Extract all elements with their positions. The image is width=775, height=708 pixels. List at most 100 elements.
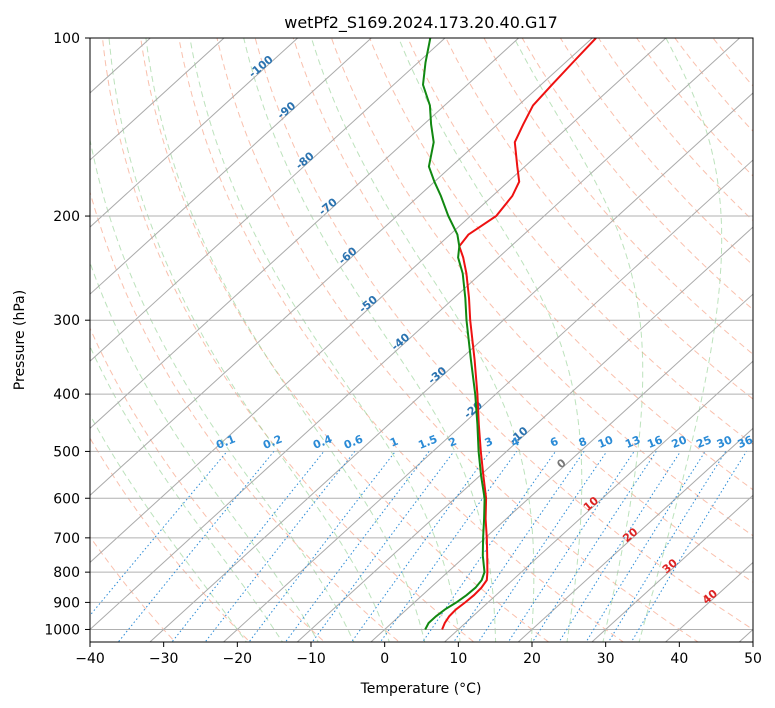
dry-adiabat xyxy=(90,190,400,642)
mixing-ratio-label: 10 xyxy=(596,433,615,451)
mixing-ratio-label: 25 xyxy=(694,433,713,451)
moist-adiabat xyxy=(398,38,583,642)
isotherm-label: -40 xyxy=(389,330,413,353)
mixing-ratio-label: 1 xyxy=(388,435,400,450)
profile-series xyxy=(421,38,597,630)
isotherm-label: 40 xyxy=(700,587,720,607)
x-tick-label: 0 xyxy=(380,651,389,667)
mixing-ratio-label: 6 xyxy=(548,435,560,450)
dry-adiabat xyxy=(597,38,753,222)
dry-adiabat xyxy=(216,38,699,642)
mixing-ratio-line xyxy=(531,451,657,642)
x-tick-label: −20 xyxy=(223,651,253,667)
x-axis: −40 −30 −20 −10 0 10 20 30 40 50 xyxy=(75,642,762,667)
moist-adiabat xyxy=(513,38,644,642)
dry-adiabat xyxy=(90,437,251,642)
plot-frame xyxy=(89,37,754,643)
y-tick-label: 400 xyxy=(53,387,80,403)
moist-adiabat xyxy=(90,137,355,642)
x-tick-label: −10 xyxy=(296,651,326,667)
mixing-ratio-line xyxy=(90,451,228,617)
y-tick-label: 100 xyxy=(53,31,80,47)
isotherm-line xyxy=(90,38,299,228)
isotherm-line xyxy=(738,628,753,642)
mixing-ratio-line xyxy=(477,451,608,642)
moist-adiabat xyxy=(90,345,284,642)
mixing-ratio-line xyxy=(204,451,356,642)
isotherm-line xyxy=(517,427,753,642)
mixing-ratio-line xyxy=(507,451,635,642)
isotherm-line xyxy=(90,38,373,295)
mixing-ratio-label: 3 xyxy=(483,435,495,450)
y-tick-label: 500 xyxy=(53,444,80,460)
x-tick-label: 50 xyxy=(744,651,762,667)
x-tick-label: 10 xyxy=(449,651,467,667)
isotherm-label: -30 xyxy=(426,364,450,387)
mixing-ratio-label: 0.2 xyxy=(261,432,284,451)
mixing-ratio-label: 2 xyxy=(447,435,459,450)
x-tick-label: −30 xyxy=(149,651,179,667)
isotherm-line xyxy=(90,38,667,564)
dry-adiabat xyxy=(330,38,753,537)
mixing-ratio-label: 8 xyxy=(577,435,589,450)
mixing-ratio-line xyxy=(171,451,325,642)
y-tick-label: 600 xyxy=(53,491,80,507)
isotherm-line xyxy=(149,92,753,642)
moist-adiabat xyxy=(145,38,426,642)
mixing-ratio-label: 30 xyxy=(715,433,734,451)
dry-adiabat xyxy=(178,38,625,642)
temperature-profile xyxy=(441,38,597,630)
mixing-ratio-label: 16 xyxy=(645,433,664,451)
mixing-ratio-label: 0.4 xyxy=(311,432,334,451)
y-tick-label: 900 xyxy=(53,595,80,611)
mixing-ratio-line xyxy=(630,451,747,642)
dry-adiabat xyxy=(140,38,550,642)
moist-adiabat xyxy=(90,413,248,642)
y-tick-label: 300 xyxy=(53,313,80,329)
y-axis: 100 200 300 400 500 600 700 800 900 1000 xyxy=(44,31,90,638)
mixing-ratio-line xyxy=(379,451,518,642)
dry-adiabat xyxy=(369,38,753,491)
dry-adiabat xyxy=(636,38,753,177)
mixing-ratio-line xyxy=(585,451,706,642)
mixing-ratio-labels: 0.1 0.2 0.4 0.6 1 1.5 2 3 4 6 8 10 13 16 20 25 30 36 xyxy=(214,432,755,451)
isotherm-label: -50 xyxy=(356,293,380,316)
isotherm-line xyxy=(296,226,753,642)
isotherm-line xyxy=(370,293,753,642)
x-tick-label: 30 xyxy=(597,651,615,667)
dewpoint-profile xyxy=(421,38,486,630)
dry-adiabat xyxy=(445,38,753,400)
isotherm-label: -90 xyxy=(275,99,299,122)
mixing-ratio-line xyxy=(453,451,585,642)
dry-adiabat xyxy=(769,13,775,654)
moist-adiabat xyxy=(638,38,723,642)
isotherm-line xyxy=(90,38,225,161)
isotherm-label: 10 xyxy=(581,494,601,514)
isotherm-line xyxy=(222,159,753,642)
mixing-ratio-line xyxy=(311,451,455,642)
mixing-ratio-label: 13 xyxy=(623,433,642,451)
isotherm-label: -20 xyxy=(461,398,485,421)
y-tick-label: 200 xyxy=(53,209,80,225)
mixing-ratio-line xyxy=(117,451,275,642)
dry-adiabat xyxy=(90,327,326,642)
x-tick-label: −40 xyxy=(75,651,105,667)
y-tick-label: 1000 xyxy=(44,622,80,638)
dry-adiabat xyxy=(483,38,753,355)
dry-adiabat xyxy=(559,38,753,266)
moist-adiabat xyxy=(310,38,535,642)
mixing-ratio-label: 36 xyxy=(736,433,755,451)
dry-adiabat xyxy=(292,38,753,583)
mixing-ratio-label: 20 xyxy=(670,433,689,451)
x-axis-label: Temperature (°C) xyxy=(360,681,482,697)
isotherm-line xyxy=(90,38,741,631)
moist-adiabat xyxy=(243,38,497,642)
y-tick-label: 800 xyxy=(53,565,80,581)
y-tick-label: 700 xyxy=(53,531,80,547)
dry-adiabat xyxy=(102,38,475,642)
isotherm-label: -100 xyxy=(246,53,276,81)
mixing-ratio-line xyxy=(558,451,681,642)
mixing-ratio-line xyxy=(608,451,727,642)
isotherm-line xyxy=(443,360,753,642)
